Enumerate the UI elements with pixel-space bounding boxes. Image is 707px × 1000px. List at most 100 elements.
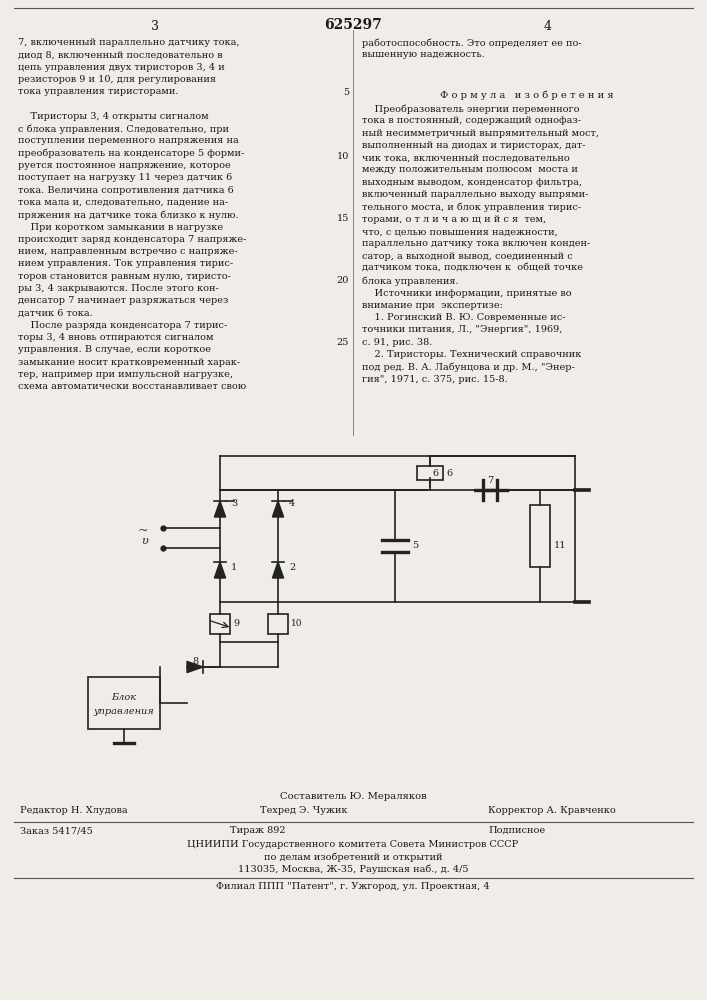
Text: ный несимметричный выпрямительный мост,: ный несимметричный выпрямительный мост, [362,129,599,138]
Text: Подписное: Подписное [488,826,545,835]
Text: преобразователь на конденсаторе 5 форми-: преобразователь на конденсаторе 5 форми- [18,149,244,158]
Text: ры 3, 4 закрываются. После этого кон-: ры 3, 4 закрываются. После этого кон- [18,284,218,293]
Text: ЦНИИПИ Государственного комитета Совета Министров СССР: ЦНИИПИ Государственного комитета Совета … [187,840,519,849]
Text: 15: 15 [337,214,349,223]
Text: Корректор А. Кравченко: Корректор А. Кравченко [488,806,616,815]
Text: тока в постоянный, содержащий однофаз-: тока в постоянный, содержащий однофаз- [362,116,581,125]
Text: 11: 11 [554,542,566,550]
Text: После разряда конденсатора 7 тирис-: После разряда конденсатора 7 тирис- [18,321,227,330]
Text: торов становится равным нулю, тиристо-: торов становится равным нулю, тиристо- [18,272,231,281]
Text: датчик 6 тока.: датчик 6 тока. [18,309,93,318]
Text: по делам изобретений и открытий: по делам изобретений и открытий [264,852,443,861]
Text: Блок: Блок [112,692,136,702]
Text: 1: 1 [231,564,238,572]
Text: вышенную надежность.: вышенную надежность. [362,50,485,59]
Text: При коротком замыкании в нагрузке: При коротком замыкании в нагрузке [18,223,223,232]
Text: Редактор Н. Хлудова: Редактор Н. Хлудова [20,806,128,815]
Text: тока мала и, следовательно, падение на-: тока мала и, следовательно, падение на- [18,198,228,207]
Bar [210,614,230,634]
Text: выполненный на диодах и тиристорах, дат-: выполненный на диодах и тиристорах, дат- [362,141,585,150]
Text: 5: 5 [412,542,418,550]
Text: 3: 3 [231,499,238,508]
Text: гия", 1971, с. 375, рис. 15-8.: гия", 1971, с. 375, рис. 15-8. [362,375,508,384]
Text: параллельно датчику тока включен конден-: параллельно датчику тока включен конден- [362,239,590,248]
Text: тер, например при импульсной нагрузке,: тер, например при импульсной нагрузке, [18,370,233,379]
Text: работоспособность. Это определяет ее по-: работоспособность. Это определяет ее по- [362,38,582,47]
Text: 6: 6 [432,470,438,479]
Text: 6: 6 [446,468,452,478]
Bar [88,677,160,729]
Text: нием, направленным встречно с напряже-: нием, направленным встречно с напряже- [18,247,238,256]
Text: Тираж 892: Тираж 892 [230,826,286,835]
Text: 2. Тиристоры. Технический справочник: 2. Тиристоры. Технический справочник [362,350,581,359]
Text: торы 3, 4 вновь отпираются сигналом: торы 3, 4 вновь отпираются сигналом [18,333,214,342]
Text: схема автоматически восстанавливает свою: схема автоматически восстанавливает свою [18,382,246,391]
Text: 1. Рогинский В. Ю. Современные ис-: 1. Рогинский В. Ю. Современные ис- [362,313,566,322]
Text: выходным выводом, конденсатор фильтра,: выходным выводом, конденсатор фильтра, [362,178,582,187]
Text: чик тока, включенный последовательно: чик тока, включенный последовательно [362,153,570,162]
Text: датчиком тока, подключен к  общей точке: датчиком тока, подключен к общей точке [362,264,583,273]
Text: Тиристоры 3, 4 открыты сигналом: Тиристоры 3, 4 открыты сигналом [18,112,209,121]
Bar [417,466,443,480]
Text: 8: 8 [192,657,198,666]
Text: 5: 5 [343,88,349,97]
Text: Заказ 5417/45: Заказ 5417/45 [20,826,93,835]
Text: Филиал ППП "Патент", г. Ужгород, ул. Проектная, 4: Филиал ППП "Патент", г. Ужгород, ул. Про… [216,882,490,891]
Text: цепь управления двух тиристоров 3, 4 и: цепь управления двух тиристоров 3, 4 и [18,63,225,72]
Text: что, с целью повышения надежности,: что, с целью повышения надежности, [362,227,558,236]
Text: нием управления. Ток управления тирис-: нием управления. Ток управления тирис- [18,259,233,268]
Text: υ: υ [141,536,148,546]
Text: блока управления.: блока управления. [362,276,459,286]
Text: тока управления тиристорами.: тока управления тиристорами. [18,87,178,96]
Text: управления. В случае, если короткое: управления. В случае, если короткое [18,346,211,355]
Text: включенный параллельно выходу выпрями-: включенный параллельно выходу выпрями- [362,190,588,199]
Text: замыкание носит кратковременный харак-: замыкание носит кратковременный харак- [18,358,240,367]
Text: управления: управления [93,706,154,716]
Text: 3: 3 [151,20,159,33]
Text: Источники информации, принятые во: Источники информации, принятые во [362,288,572,298]
Text: резисторов 9 и 10, для регулирования: резисторов 9 и 10, для регулирования [18,75,216,84]
Text: под ред. В. А. Лабунцова и др. М., "Энер-: под ред. В. А. Лабунцова и др. М., "Энер… [362,362,575,372]
Text: 113035, Москва, Ж-35, Раушская наб., д. 4/5: 113035, Москва, Ж-35, Раушская наб., д. … [238,864,468,874]
Text: 4: 4 [544,20,552,33]
Text: 10: 10 [337,152,349,161]
Text: с блока управления. Следовательно, при: с блока управления. Следовательно, при [18,124,229,134]
Text: точники питания, Л., "Энергия", 1969,: точники питания, Л., "Энергия", 1969, [362,325,562,334]
Text: тельного моста, и блок управления тирис-: тельного моста, и блок управления тирис- [362,202,581,212]
Polygon shape [187,661,203,673]
Text: Составитель Ю. Мераляков: Составитель Ю. Мераляков [280,792,426,801]
Bar [268,614,288,634]
Text: торами, о т л и ч а ю щ и й с я  тем,: торами, о т л и ч а ю щ и й с я тем, [362,215,546,224]
Text: Ф о р м у л а   и з о б р е т е н и я: Ф о р м у л а и з о б р е т е н и я [440,91,614,101]
Text: руется постоянное напряжение, которое: руется постоянное напряжение, которое [18,161,230,170]
Text: поступлении переменного напряжения на: поступлении переменного напряжения на [18,136,239,145]
Text: поступает на нагрузку 11 через датчик 6: поступает на нагрузку 11 через датчик 6 [18,173,233,182]
Polygon shape [272,501,284,517]
Polygon shape [214,501,226,517]
Bar [416,450,444,464]
Polygon shape [272,562,284,578]
Text: сатор, а выходной вывод, соединенный с: сатор, а выходной вывод, соединенный с [362,252,573,261]
Text: 25: 25 [337,338,349,347]
Text: тока. Величина сопротивления датчика 6: тока. Величина сопротивления датчика 6 [18,186,234,195]
Bar [530,505,550,567]
Text: 625297: 625297 [324,18,382,32]
Text: 7, включенный параллельно датчику тока,: 7, включенный параллельно датчику тока, [18,38,240,47]
Text: ~: ~ [137,524,148,538]
Text: 9: 9 [233,619,239,629]
Polygon shape [214,562,226,578]
Text: пряжения на датчике тока близко к нулю.: пряжения на датчике тока близко к нулю. [18,210,239,220]
Text: между положительным полюсом  моста и: между положительным полюсом моста и [362,165,578,174]
Text: 4: 4 [289,499,296,508]
Text: 7: 7 [487,476,493,485]
Text: происходит заряд конденсатора 7 напряже-: происходит заряд конденсатора 7 напряже- [18,235,246,244]
Text: с. 91, рис. 38.: с. 91, рис. 38. [362,338,433,347]
Text: 2: 2 [289,564,296,572]
Text: Преобразователь энергии переменного: Преобразователь энергии переменного [362,104,580,113]
Text: внимание при  экспертизе:: внимание при экспертизе: [362,301,503,310]
Text: Техред Э. Чужик: Техред Э. Чужик [260,806,348,815]
Text: 20: 20 [337,276,349,285]
Text: денсатор 7 начинает разряжаться через: денсатор 7 начинает разряжаться через [18,296,228,305]
Text: 10: 10 [291,619,303,629]
Text: диод 8, включенный последовательно в: диод 8, включенный последовательно в [18,50,223,59]
